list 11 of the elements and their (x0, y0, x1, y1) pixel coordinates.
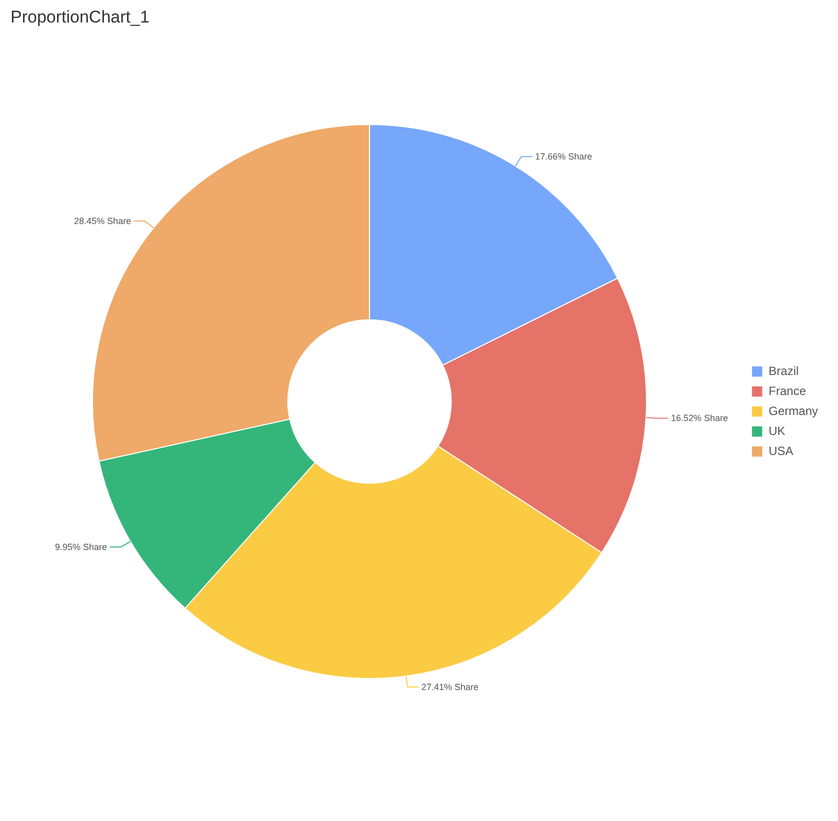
legend-label: USA (768, 444, 794, 458)
legend-label: France (768, 384, 806, 398)
legend-label: UK (768, 424, 786, 438)
data-label: 17.66% Share (535, 152, 592, 162)
data-label: 28.45% Share (74, 216, 132, 226)
chart-title: ProportionChart_1 (10, 8, 150, 26)
data-label: 27.41% Share (421, 682, 478, 692)
legend-label: Brazil (768, 364, 799, 378)
data-label: 16.52% Share (670, 413, 728, 424)
legend-label: Germany (768, 404, 818, 418)
data-label: 9.95% Share (54, 542, 108, 552)
